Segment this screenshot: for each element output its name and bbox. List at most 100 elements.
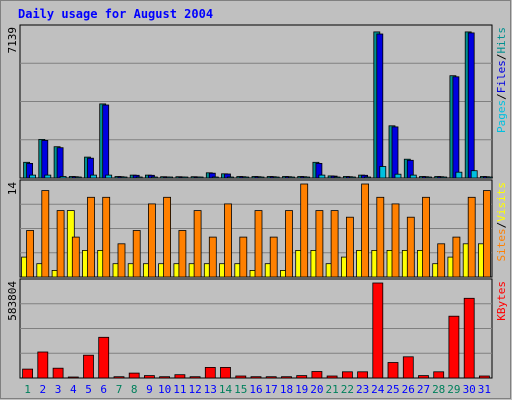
bar-files-day-3 xyxy=(56,147,64,179)
bar-kbytes-day-12 xyxy=(189,376,201,379)
x-tick-label-day-24: 24 xyxy=(371,383,385,396)
bar-pages-day-27 xyxy=(425,176,432,179)
x-tick-label-day-19: 19 xyxy=(295,383,308,396)
max-value-label: 583804 xyxy=(6,281,19,321)
bar-sites-day-17 xyxy=(269,236,278,278)
x-tick-label-day-27: 27 xyxy=(417,383,430,396)
bar-kbytes-day-25 xyxy=(387,362,399,379)
bar-kbytes-day-14 xyxy=(220,366,231,379)
legend: Sites/Visits xyxy=(495,182,508,262)
x-tick-label-day-13: 13 xyxy=(204,383,217,396)
bar-sites-day-8 xyxy=(132,230,141,278)
bar-pages-day-17 xyxy=(272,176,280,179)
bar-sites-day-11 xyxy=(178,230,187,278)
bar-sites-day-26 xyxy=(406,216,415,278)
legend-separator: / xyxy=(495,222,508,229)
bar-kbytes-day-21 xyxy=(326,375,338,379)
bar-sites-day-1 xyxy=(26,230,35,278)
bar-pages-day-21 xyxy=(333,176,341,179)
bar-sites-day-12 xyxy=(193,210,202,278)
x-tick-label-day-30: 30 xyxy=(463,383,476,396)
bar-pages-day-19 xyxy=(303,176,311,179)
panel-3: 583804 KBytes xyxy=(6,278,508,379)
bar-sites-day-14 xyxy=(224,203,232,278)
bar-kbytes-day-11 xyxy=(174,374,186,379)
bar-pages-day-1 xyxy=(29,174,37,179)
bar-files-day-25 xyxy=(391,126,399,179)
bar-files-day-30 xyxy=(467,32,475,179)
bar-kbytes-day-10 xyxy=(159,376,171,379)
bar-kbytes-day-24 xyxy=(372,282,384,379)
bar-sites-day-24 xyxy=(376,196,385,278)
x-tick-label-day-14: 14 xyxy=(219,383,233,396)
bar-sites-day-13 xyxy=(208,236,217,278)
bar-pages-day-14 xyxy=(227,176,234,179)
bar-pages-day-16 xyxy=(257,176,265,179)
x-tick-label-day-11: 11 xyxy=(173,383,186,396)
bar-pages-day-24 xyxy=(379,166,387,179)
x-tick-label-day-17: 17 xyxy=(265,383,278,396)
bar-sites-day-28 xyxy=(437,243,446,278)
bar-sites-day-31 xyxy=(482,190,491,278)
bar-sites-day-7 xyxy=(117,243,126,278)
bar-kbytes-day-1 xyxy=(22,368,34,379)
legend-item: Sites xyxy=(495,228,508,261)
bar-kbytes-day-28 xyxy=(433,371,445,379)
bar-sites-day-15 xyxy=(239,236,248,278)
x-tick-label-day-10: 10 xyxy=(158,383,171,396)
x-tick-label-day-26: 26 xyxy=(402,383,415,396)
bar-sites-day-5 xyxy=(87,196,95,278)
bar-kbytes-day-18 xyxy=(281,376,292,379)
bar-sites-day-19 xyxy=(300,183,309,278)
x-tick-label-day-1: 1 xyxy=(24,383,31,396)
bar-kbytes-day-9 xyxy=(143,375,155,379)
bar-files-day-6 xyxy=(102,104,110,179)
bar-kbytes-day-17 xyxy=(265,376,277,379)
bar-pages-day-18 xyxy=(288,176,295,179)
bar-pages-day-7 xyxy=(120,176,128,179)
bar-pages-day-29 xyxy=(455,171,463,179)
bar-kbytes-day-19 xyxy=(296,375,308,379)
bar-pages-day-9 xyxy=(150,176,158,179)
legend-item: Pages xyxy=(495,100,508,133)
legend-item: Files xyxy=(495,60,508,93)
bar-pages-day-5 xyxy=(90,174,97,179)
x-tick-label-day-8: 8 xyxy=(131,383,138,396)
bar-pages-day-8 xyxy=(135,176,143,179)
x-tick-label-day-23: 23 xyxy=(356,383,369,396)
bar-kbytes-day-22 xyxy=(341,371,353,379)
bar-pages-day-30 xyxy=(470,170,478,179)
x-tick-label-day-28: 28 xyxy=(432,383,445,396)
bar-kbytes-day-26 xyxy=(402,356,414,379)
bar-pages-day-4 xyxy=(74,176,82,179)
bar-pages-day-25 xyxy=(394,173,402,179)
legend-item: Hits xyxy=(495,27,508,54)
bar-kbytes-day-30 xyxy=(463,297,475,379)
bar-kbytes-day-6 xyxy=(98,336,110,379)
bar-sites-day-20 xyxy=(315,210,324,278)
bar-pages-day-13 xyxy=(211,176,219,179)
legend-separator: / xyxy=(495,93,508,100)
bar-kbytes-day-13 xyxy=(204,366,216,379)
bar-kbytes-day-27 xyxy=(418,375,429,379)
bar-sites-day-30 xyxy=(467,196,476,278)
bar-sites-day-4 xyxy=(71,236,80,278)
bar-pages-day-22 xyxy=(348,176,356,179)
bar-kbytes-day-4 xyxy=(67,376,79,379)
bar-pages-day-10 xyxy=(166,176,174,179)
chart-title: Daily usage for August 2004 xyxy=(18,7,213,21)
bar-kbytes-day-23 xyxy=(357,371,369,379)
bar-sites-day-25 xyxy=(391,203,400,278)
bar-files-day-29 xyxy=(452,76,460,179)
bar-sites-day-27 xyxy=(422,196,430,278)
x-tick-label-day-15: 15 xyxy=(234,383,247,396)
bar-sites-day-23 xyxy=(361,183,370,278)
x-tick-label-day-12: 12 xyxy=(188,383,201,396)
legend: KBytes xyxy=(495,281,508,321)
x-tick-label-day-25: 25 xyxy=(386,383,399,396)
max-value-label: 7139 xyxy=(6,27,19,54)
